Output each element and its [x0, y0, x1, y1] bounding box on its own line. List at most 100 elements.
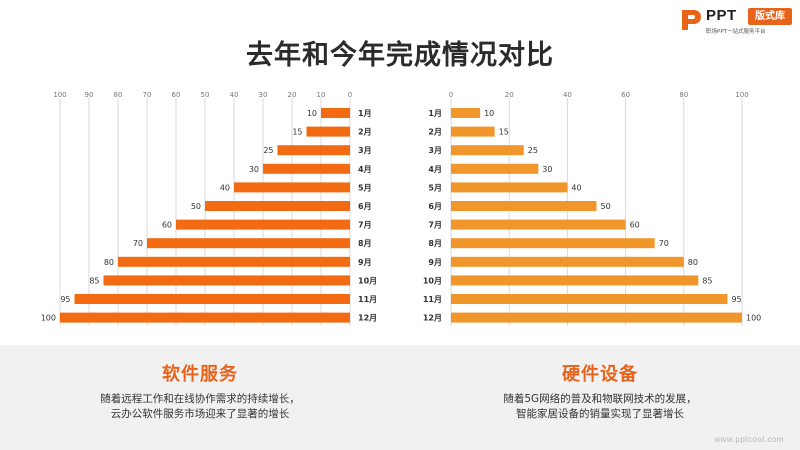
right-data-label: 30 [542, 165, 552, 174]
left-data-label: 95 [60, 295, 70, 304]
right-data-label: 15 [499, 128, 509, 137]
panel-software-line2: 云办公软件服务市场迎来了显著的增长 [110, 408, 290, 420]
left-category-label: 3月 [358, 146, 372, 155]
left-data-label: 70 [133, 239, 143, 248]
left-data-label: 15 [292, 128, 302, 137]
left-bar [306, 126, 350, 137]
left-bar [234, 182, 350, 193]
left-bar [147, 238, 350, 249]
left-tick-label: 50 [201, 91, 210, 99]
right-tick-label: 0 [449, 91, 453, 99]
panel-hardware-title: 硬件设备 [562, 364, 638, 385]
right-bar [451, 275, 699, 286]
right-data-label: 50 [601, 202, 611, 211]
right-category-label: 1月 [428, 109, 442, 118]
left-bar [263, 163, 350, 174]
left-data-label: 40 [220, 183, 230, 192]
logo-brand-text: PPT [706, 7, 737, 24]
right-category-label: 6月 [428, 202, 442, 211]
left-category-label: 12月 [358, 314, 377, 323]
right-category-label: 7月 [428, 221, 442, 230]
right-tick-label: 100 [735, 91, 748, 99]
right-category-label: 2月 [428, 128, 442, 137]
panel-software: 软件服务 随着远程工作和在线协作需求的持续增长， 云办公软件服务市场迎来了显著的… [0, 362, 400, 422]
right-category-label: 3月 [428, 146, 442, 155]
right-bar [451, 294, 728, 304]
summary-band: 软件服务 随着远程工作和在线协作需求的持续增长， 云办公软件服务市场迎来了显著的… [0, 345, 800, 450]
right-tick-label: 60 [621, 91, 630, 99]
left-category-label: 5月 [358, 183, 372, 192]
right-category-label: 4月 [428, 165, 442, 174]
left-data-label: 60 [162, 221, 172, 230]
left-data-label: 50 [191, 202, 201, 211]
logo-badge: 版式库 [748, 8, 792, 25]
right-bar [451, 256, 684, 267]
panel-hardware-line1: 随着5G网络的普及和物联网技术的发展， [503, 393, 697, 405]
left-bar [60, 312, 350, 323]
left-tick-label: 60 [172, 91, 181, 99]
right-tick-label: 80 [679, 91, 688, 99]
left-category-label: 9月 [358, 258, 372, 267]
left-category-label: 8月 [358, 239, 372, 248]
page-title: 去年和今年完成情况对比 [246, 40, 554, 71]
right-data-label: 95 [731, 295, 741, 304]
panel-hardware: 硬件设备 随着5G网络的普及和物联网技术的发展， 智能家居设备的销量实现了显著增… [400, 362, 800, 422]
left-bar [321, 108, 350, 118]
right-data-label: 25 [528, 146, 538, 155]
right-bar [451, 312, 742, 323]
panel-software-title: 软件服务 [162, 364, 238, 385]
right-tick-label: 20 [505, 91, 514, 99]
right-bar [451, 145, 524, 156]
left-category-label: 7月 [358, 221, 372, 230]
right-data-label: 70 [659, 239, 669, 248]
left-data-label: 80 [104, 258, 114, 267]
right-bar [451, 126, 495, 137]
left-tick-label: 100 [53, 91, 66, 99]
left-data-label: 85 [89, 276, 99, 285]
right-data-label: 40 [571, 183, 581, 192]
right-category-label: 5月 [428, 183, 442, 192]
left-bar [118, 256, 350, 267]
right-data-label: 80 [688, 258, 698, 267]
left-tick-label: 40 [230, 91, 239, 99]
left-bar [277, 145, 350, 156]
left-data-label: 100 [41, 314, 56, 323]
right-bar [451, 219, 626, 230]
right-data-label: 60 [630, 221, 640, 230]
right-bar [451, 182, 568, 193]
left-tick-label: 80 [114, 91, 123, 99]
left-bar [74, 294, 350, 304]
left-tick-label: 30 [259, 91, 268, 99]
left-tick-label: 0 [348, 91, 352, 99]
right-bar [451, 201, 597, 211]
right-category-label: 8月 [428, 239, 442, 248]
panel-hardware-line2: 智能家居设备的销量实现了显著增长 [516, 408, 684, 420]
left-tick-label: 10 [317, 91, 326, 99]
right-bar [451, 163, 539, 174]
left-category-label: 6月 [358, 202, 372, 211]
left-bar [205, 201, 350, 211]
logo-tagline: 职场PPT一站式服务平台 [706, 29, 766, 35]
ppt-logo-icon [682, 10, 701, 30]
right-category-label: 9月 [428, 258, 442, 267]
left-bar [103, 275, 350, 286]
left-category-label: 11月 [358, 295, 377, 304]
right-category-label: 11月 [423, 295, 442, 304]
right-data-label: 100 [746, 314, 761, 323]
left-tick-label: 20 [288, 91, 297, 99]
left-category-label: 2月 [358, 128, 372, 137]
footer-url: www.pptcool.com [714, 435, 784, 444]
panel-software-line1: 随着远程工作和在线协作需求的持续增长， [100, 393, 300, 405]
right-category-label: 10月 [423, 276, 442, 285]
left-tick-label: 70 [143, 91, 152, 99]
left-data-label: 10 [307, 109, 317, 118]
right-category-label: 12月 [423, 314, 442, 323]
right-bar [451, 238, 655, 249]
left-data-label: 25 [263, 146, 273, 155]
brand-logo: PPT 版式库 职场PPT一站式服务平台 [680, 6, 796, 36]
right-data-label: 85 [702, 276, 712, 285]
left-tick-label: 90 [85, 91, 94, 99]
left-category-label: 10月 [358, 276, 377, 285]
